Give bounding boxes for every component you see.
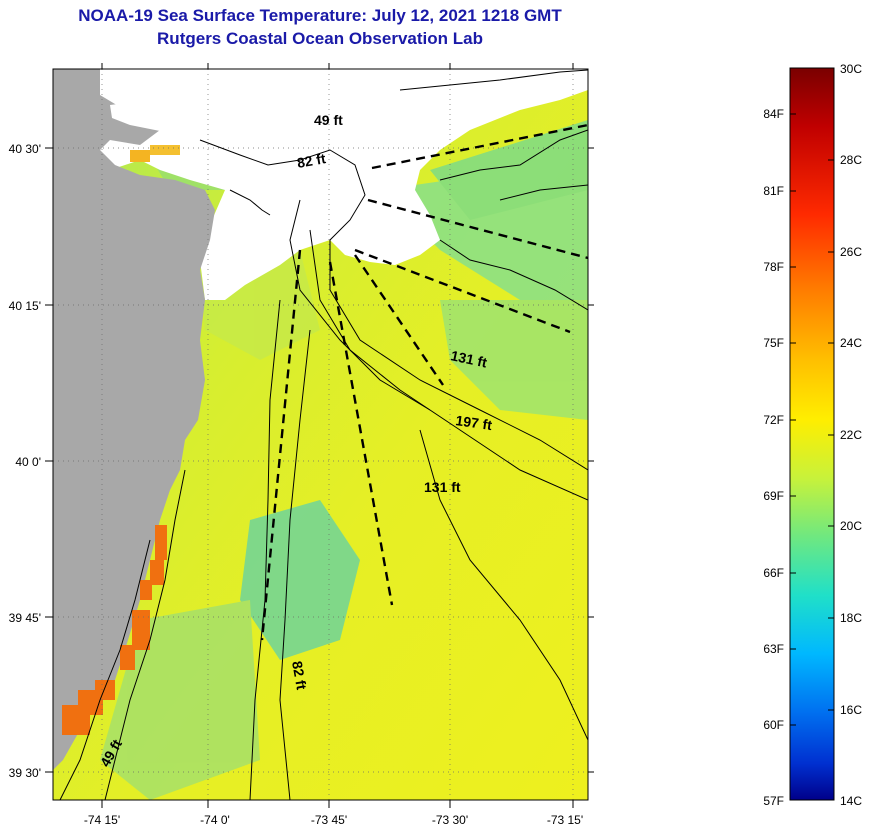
axis-ticks bbox=[45, 63, 594, 808]
lat-label: 40 15' bbox=[9, 299, 41, 313]
lon-label: -74 0' bbox=[200, 813, 230, 827]
celsius-labels: 30C 28C 26C 24C 22C 20C 18C 16C 14C bbox=[840, 62, 862, 808]
f-label: 60F bbox=[763, 718, 784, 732]
f-label: 63F bbox=[763, 642, 784, 656]
depth-label-131ft-south: 131 ft bbox=[424, 479, 461, 495]
lon-label: -73 15' bbox=[547, 813, 583, 827]
depth-label-197ft: 197 ft bbox=[455, 412, 494, 433]
f-label: 75F bbox=[763, 336, 784, 350]
lon-label: -73 45' bbox=[311, 813, 347, 827]
c-label: 24C bbox=[840, 336, 862, 350]
depth-label-49ft-north: 49 ft bbox=[314, 112, 343, 128]
colorbar: 84F 81F 78F 75F 72F 69F 66F 63F 60F 57F … bbox=[763, 62, 862, 808]
bay-area bbox=[110, 100, 210, 138]
c-label: 16C bbox=[840, 703, 862, 717]
map-frame bbox=[52, 68, 589, 801]
f-label: 69F bbox=[763, 489, 784, 503]
bathymetry-contours bbox=[59, 69, 588, 800]
lat-label: 39 45' bbox=[9, 611, 41, 625]
lat-label: 40 30' bbox=[9, 142, 41, 156]
depth-label-82ft-south: 82 ft bbox=[289, 660, 310, 691]
colorbar-ticks bbox=[790, 113, 834, 726]
f-label: 78F bbox=[763, 260, 784, 274]
lat-label: 39 30' bbox=[9, 766, 41, 780]
lat-label: 40 0' bbox=[15, 455, 41, 469]
f-label: 72F bbox=[763, 413, 784, 427]
lon-label: -73 30' bbox=[432, 813, 468, 827]
c-label: 30C bbox=[840, 62, 862, 76]
warm-coastal-water bbox=[62, 145, 180, 735]
f-label: 66F bbox=[763, 566, 784, 580]
longitude-labels: -74 15' -74 0' -73 45' -73 30' -73 15' bbox=[84, 813, 583, 827]
c-label: 26C bbox=[840, 245, 862, 259]
c-label: 22C bbox=[840, 428, 862, 442]
depth-label-131ft-east: 131 ft bbox=[449, 347, 488, 370]
land-mass bbox=[53, 69, 215, 770]
latitude-labels: 40 30' 40 15' 40 0' 39 45' 39 30' bbox=[9, 142, 41, 780]
depth-label-82ft-north: 82 ft bbox=[296, 150, 327, 171]
c-label: 20C bbox=[840, 519, 862, 533]
map-area: 49 ft 82 ft 131 ft 197 ft 131 ft 82 ft 4… bbox=[53, 69, 588, 800]
transect-lines bbox=[260, 123, 588, 641]
c-label: 28C bbox=[840, 153, 862, 167]
c-label: 14C bbox=[840, 794, 862, 808]
c-label: 18C bbox=[840, 611, 862, 625]
map-title: NOAA-19 Sea Surface Temperature: July 12… bbox=[78, 6, 562, 25]
lon-label: -74 15' bbox=[84, 813, 120, 827]
fahrenheit-labels: 84F 81F 78F 75F 72F 69F 66F 63F 60F 57F bbox=[763, 107, 784, 808]
f-label: 84F bbox=[763, 107, 784, 121]
f-label: 81F bbox=[763, 184, 784, 198]
colorbar-gradient bbox=[789, 67, 835, 801]
f-label: 57F bbox=[763, 794, 784, 808]
map-subtitle: Rutgers Coastal Ocean Observation Lab bbox=[157, 29, 483, 48]
